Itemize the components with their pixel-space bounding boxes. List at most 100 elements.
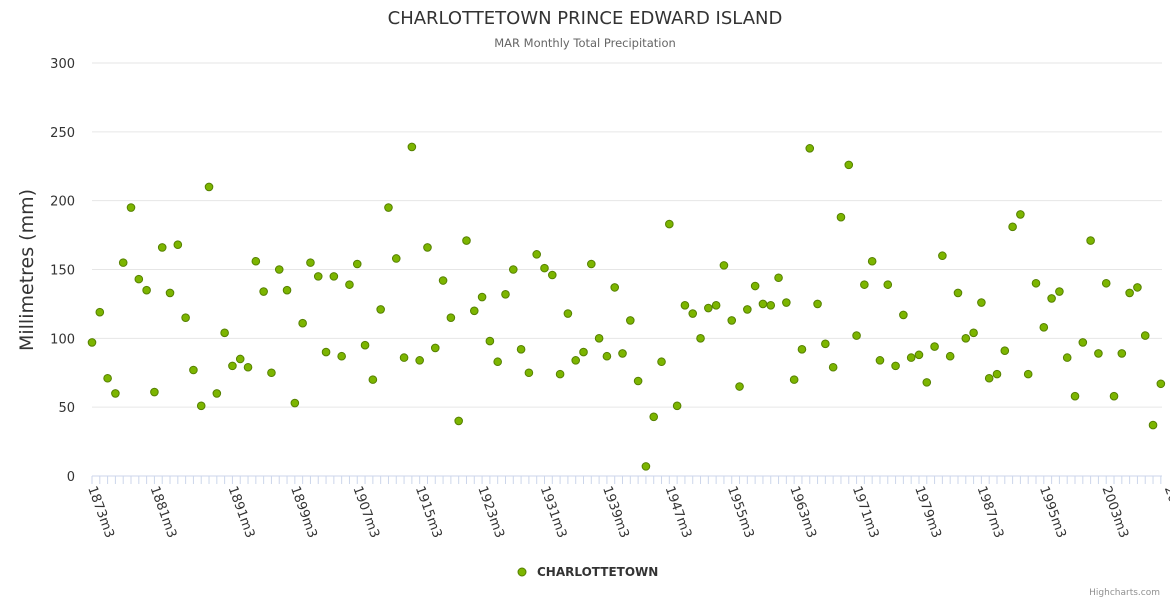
data-point[interactable] <box>665 219 674 229</box>
data-point[interactable] <box>540 263 549 273</box>
data-point[interactable] <box>836 212 846 222</box>
data-point[interactable] <box>680 300 690 310</box>
data-point[interactable] <box>735 382 744 391</box>
data-point[interactable] <box>391 254 401 263</box>
data-point[interactable] <box>984 373 994 383</box>
data-point[interactable] <box>1101 278 1111 288</box>
data-point[interactable] <box>563 309 573 318</box>
data-point[interactable] <box>579 347 588 357</box>
data-point[interactable] <box>321 347 331 357</box>
data-point[interactable] <box>906 353 916 362</box>
data-point[interactable] <box>251 256 261 266</box>
data-point[interactable] <box>532 250 541 259</box>
data-point[interactable] <box>228 361 237 371</box>
data-point[interactable] <box>719 261 729 270</box>
data-point[interactable] <box>1047 294 1056 303</box>
data-point[interactable] <box>376 305 385 314</box>
data-point[interactable] <box>290 398 300 408</box>
data-point[interactable] <box>1031 278 1041 288</box>
data-point[interactable] <box>805 144 815 153</box>
data-point[interactable] <box>704 303 713 313</box>
data-point[interactable] <box>555 369 565 379</box>
data-point[interactable] <box>477 292 487 302</box>
data-point[interactable] <box>173 240 183 250</box>
data-point[interactable] <box>992 369 1002 379</box>
data-point[interactable] <box>1140 331 1150 340</box>
data-point[interactable] <box>212 389 222 398</box>
data-point[interactable] <box>384 203 393 212</box>
data-point[interactable] <box>337 351 346 361</box>
data-point[interactable] <box>899 310 908 320</box>
data-point[interactable] <box>649 412 659 422</box>
data-point[interactable] <box>282 285 292 295</box>
data-point[interactable] <box>306 258 315 267</box>
data-point[interactable] <box>571 356 581 365</box>
data-point[interactable] <box>844 160 854 170</box>
data-point[interactable] <box>743 305 752 314</box>
data-point[interactable] <box>860 280 869 289</box>
data-point[interactable] <box>618 349 627 358</box>
data-point[interactable] <box>399 353 409 362</box>
data-point[interactable] <box>867 256 877 266</box>
data-point[interactable] <box>1117 349 1127 358</box>
data-point[interactable] <box>852 331 861 340</box>
credits-link[interactable]: Highcharts.com <box>1089 588 1160 598</box>
data-point[interactable] <box>345 280 354 289</box>
data-point[interactable] <box>969 328 978 338</box>
data-point[interactable] <box>501 289 510 299</box>
data-point[interactable] <box>423 243 432 252</box>
data-point[interactable] <box>953 288 963 298</box>
data-point[interactable] <box>961 334 971 343</box>
data-point[interactable] <box>821 339 830 349</box>
data-point[interactable] <box>797 345 807 354</box>
data-point[interactable] <box>883 280 893 289</box>
data-point[interactable] <box>1109 391 1119 401</box>
data-point[interactable] <box>657 357 666 367</box>
data-point[interactable] <box>220 328 229 338</box>
data-point[interactable] <box>602 351 612 361</box>
data-point[interactable] <box>259 287 268 296</box>
data-point[interactable] <box>189 365 198 375</box>
data-point[interactable] <box>1000 346 1010 356</box>
data-point[interactable] <box>243 362 253 372</box>
data-point[interactable] <box>696 334 705 343</box>
data-point[interactable] <box>594 334 604 343</box>
data-point[interactable] <box>1055 287 1064 296</box>
data-point[interactable] <box>727 316 737 325</box>
data-point[interactable] <box>235 354 245 364</box>
data-point[interactable] <box>977 298 986 307</box>
data-point[interactable] <box>945 351 955 361</box>
data-point[interactable] <box>828 362 838 372</box>
legend[interactable]: CHARLOTTETOWN <box>517 565 658 579</box>
data-point[interactable] <box>313 272 323 281</box>
data-point[interactable] <box>524 368 534 378</box>
data-point[interactable] <box>430 343 440 353</box>
data-point[interactable] <box>274 265 284 274</box>
data-point[interactable] <box>672 401 682 411</box>
data-point[interactable] <box>462 236 471 245</box>
data-point[interactable] <box>782 298 791 307</box>
data-point[interactable] <box>1094 349 1103 358</box>
data-point[interactable] <box>750 281 760 291</box>
data-point[interactable] <box>95 307 105 317</box>
legend-item-charlottetown[interactable]: CHARLOTTETOWN <box>537 565 658 579</box>
data-point[interactable] <box>165 288 175 298</box>
data-point[interactable] <box>1125 288 1134 298</box>
data-point[interactable] <box>1062 353 1072 362</box>
data-point[interactable] <box>103 373 112 383</box>
data-point[interactable] <box>1039 323 1049 332</box>
data-point[interactable] <box>446 313 456 322</box>
data-point[interactable] <box>891 361 900 371</box>
data-point[interactable] <box>204 182 214 192</box>
data-point[interactable] <box>547 270 557 280</box>
data-point[interactable] <box>626 316 635 325</box>
data-point[interactable] <box>516 345 526 354</box>
data-point[interactable] <box>930 342 939 351</box>
data-point[interactable] <box>352 259 362 269</box>
data-point[interactable] <box>641 462 651 471</box>
data-point[interactable] <box>1148 420 1158 430</box>
data-point[interactable] <box>454 416 463 426</box>
data-point[interactable] <box>298 318 307 328</box>
data-point[interactable] <box>711 300 721 310</box>
data-point[interactable] <box>196 401 206 411</box>
